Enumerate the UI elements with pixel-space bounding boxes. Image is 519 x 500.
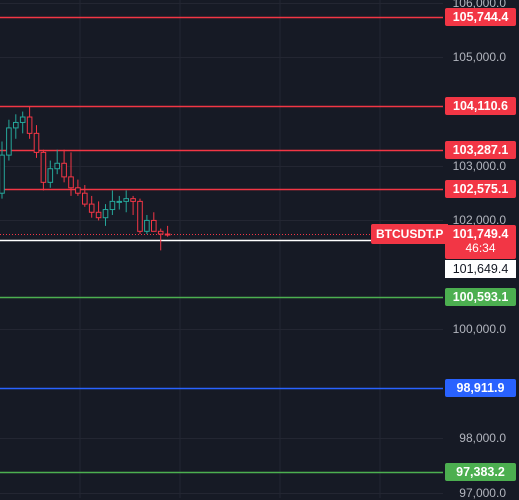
horizontal-lines [0,16,445,474]
candle [19,111,26,134]
candle [0,141,5,199]
candle [88,195,95,218]
candle [123,190,130,213]
candle [130,195,136,215]
candle-body [13,121,19,129]
level-price-badge: 100,593.1 [445,287,516,306]
candle-body [40,151,47,183]
price-tick-label: 97,000.0 [459,485,506,500]
marker-price-badge: 101,649.4 [445,259,516,278]
candle [151,212,157,232]
candle-body [164,233,171,236]
candle-body [33,132,40,153]
price-tick-label: 102,000.0 [452,213,506,228]
candle [102,204,109,226]
candle [82,185,88,207]
countdown-label: 46:34 [465,241,496,256]
candle-body [95,211,102,219]
candle [33,125,40,158]
candle-body [0,154,5,194]
marker-price-label: 101,649.4 [452,261,509,276]
last-price-badge: 101,749.4 46:34 [445,225,516,260]
candle-body [54,162,61,170]
price-tick-label: 98,000.0 [459,431,506,446]
candle-body [109,200,116,211]
candle [47,160,54,188]
level-price-badge: 102,575.1 [445,180,516,199]
candle [137,198,143,235]
symbol-label: BTCUSDT.P [376,227,444,242]
level-price-badge: 98,911.9 [445,379,516,398]
last-price-label: 101,749.4 [452,227,509,242]
candle-body [82,192,88,205]
level-price-badge: 104,110.6 [445,96,516,115]
level-price-badge: 105,744.4 [445,7,516,26]
candle-body [26,116,33,134]
candle [109,190,116,215]
candles [0,106,171,251]
candle [164,225,171,237]
candle-body [47,168,54,183]
level-price-badge: 97,383.2 [445,462,516,481]
candle-body [6,127,12,156]
symbol-badge: BTCUSDT.P [371,224,449,245]
candle [26,106,33,139]
candle-body [144,219,150,232]
candle [116,195,123,210]
candle [6,119,12,161]
candle-body [123,198,130,202]
candle-body [68,176,74,189]
candle-body [157,230,164,235]
candle [61,149,67,183]
candle-body [116,200,123,203]
candle [75,179,81,196]
candle [157,228,164,251]
candle [54,149,61,175]
price-tick-label: 100,000.0 [452,322,506,337]
candle [13,114,19,139]
candle [144,214,150,235]
candle-body [137,200,143,232]
price-tick-label: 103,000.0 [452,159,506,173]
candle-body [19,116,26,123]
candle-body [88,203,95,213]
candle [40,149,47,191]
candle [95,201,102,221]
candle-body [75,187,81,194]
candle-body [130,198,136,202]
candle-body [61,162,67,178]
candle-body [102,209,109,219]
price-tick-label: 106,000.0 [452,0,506,10]
candle [68,152,74,196]
level-price-badge: 103,287.1 [445,141,516,160]
price-tick-label: 105,000.0 [452,50,506,65]
grid-lines [0,0,443,498]
candle-body [151,219,157,232]
